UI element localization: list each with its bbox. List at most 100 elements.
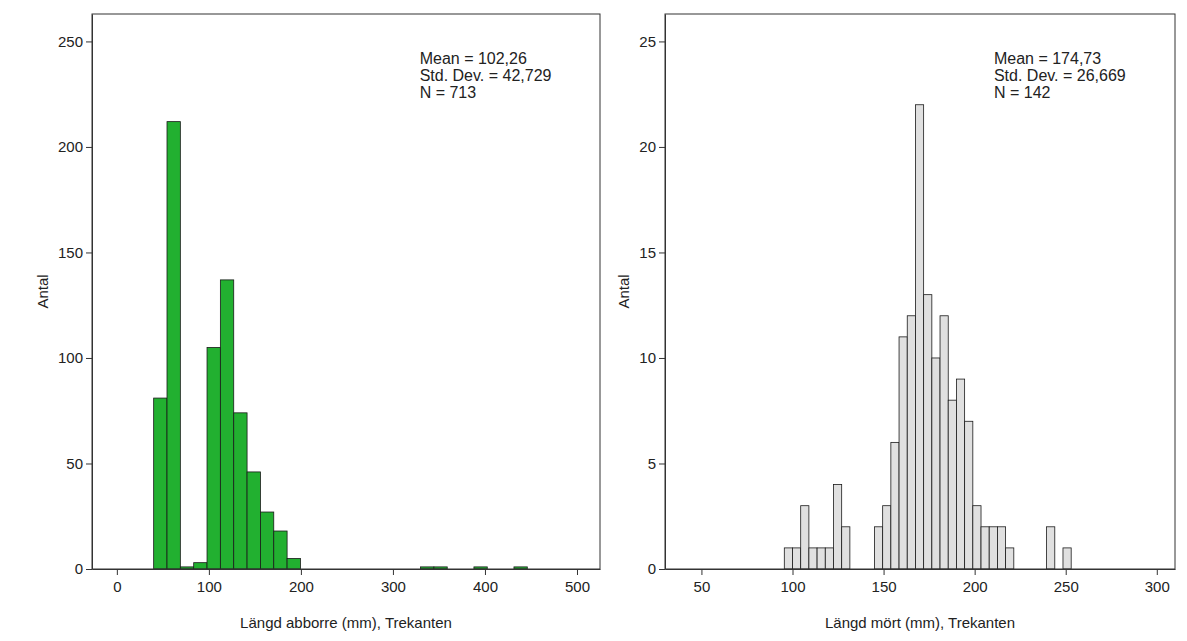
annotation: N = 142 [994,84,1051,101]
x-tick-label: 50 [694,578,711,595]
y-tick-mark [86,147,92,148]
histogram-bar [981,527,989,569]
histogram-bar [817,548,825,569]
plot-frame [665,14,1175,569]
x-tick: 150 [872,569,897,595]
histogram-bar [825,548,833,569]
x-tick: 200 [289,569,314,595]
y-tick-mark [86,569,92,570]
annotation: Std. Dev. = 42,729 [420,67,552,84]
y-tick-label: 5 [648,455,656,472]
bars [784,105,1071,569]
histogram-bar [1006,548,1014,569]
histogram-bar [899,337,907,569]
histogram-bar [801,506,809,569]
x-tick-mark [975,569,976,575]
y-tick-label: 25 [639,33,656,50]
x-tick: 50 [694,569,711,595]
x-tick-mark [793,569,794,575]
y-tick: 150 [58,244,92,261]
x-tick-label: 100 [780,578,805,595]
y-tick-label: 100 [58,349,83,366]
histogram-bar [1047,527,1055,569]
x-axis: 0100200300400500 [93,569,601,595]
histogram-bar [997,527,1005,569]
y-tick: 20 [639,138,665,155]
x-tick-mark [393,569,394,575]
x-tick: 250 [1054,569,1079,595]
y-axis-title: Antal [615,274,632,308]
histogram-bar [784,548,792,569]
panel: 0100200300400500050100150200250Längd abb… [34,14,601,631]
y-tick-mark [659,358,665,359]
x-tick-mark [884,569,885,575]
x-axis-line [666,569,1176,570]
x-tick: 200 [963,569,988,595]
histogram-bar [154,398,167,569]
x-tick-mark [577,569,578,575]
histogram-bar [932,358,940,569]
y-tick-mark [86,358,92,359]
x-axis: 50 100 150 200 250 300 [666,569,1176,595]
y-tick: 50 [66,455,92,472]
bars [154,122,528,569]
x-tick-label: 300 [381,578,406,595]
histogram-bar [220,280,233,569]
y-tick: 25 [639,33,665,50]
y-tick-mark [659,147,665,148]
x-tick-label: 100 [197,578,222,595]
x-axis-title: Längd mört (mm), Trekanten [825,614,1015,631]
histogram-bar [915,105,923,569]
y-tick: 10 [639,349,665,366]
x-tick-mark [301,569,302,575]
x-tick: 300 [381,569,406,595]
histogram-bar [940,316,948,569]
y-tick-mark [86,41,92,42]
panel: 501001502002503000510152025Längd mört (m… [615,14,1175,631]
histogram-bar [793,548,801,569]
x-tick-label: 0 [113,578,121,595]
y-tick-label: 150 [58,244,83,261]
histogram-bar [247,472,260,569]
x-tick-label: 200 [289,578,314,595]
y-axis-line [92,15,93,570]
x-tick-label: 400 [473,578,498,595]
y-tick-label: 250 [58,33,83,50]
y-tick: 250 [58,33,92,50]
x-tick-label: 250 [1054,578,1079,595]
x-tick-mark [701,569,702,575]
histogram-bar [965,421,973,569]
y-tick-label: 15 [639,244,656,261]
x-tick: 100 [780,569,805,595]
y-axis-line [665,15,666,570]
x-tick-mark [117,569,118,575]
y-tick-mark [659,252,665,253]
y-axis: 0510152025 [639,15,665,578]
y-axis: 0 50 100 150 200 250 [58,15,93,578]
figure: 0100200300400500050100150200250Längd abb… [0,0,1187,641]
histogram-bar [167,122,180,569]
annotation: Mean = 174,73 [994,50,1101,67]
y-tick-label: 200 [58,138,83,155]
y-tick-mark [659,41,665,42]
plot-background [92,14,600,569]
x-tick: 100 [197,569,222,595]
histogram-bar [956,379,964,569]
annotation: Mean = 102,26 [420,50,527,67]
x-tick-label: 150 [872,578,897,595]
x-tick-mark [1157,569,1158,575]
histogram-bar [907,316,915,569]
x-tick: 300 [1145,569,1170,595]
x-tick-mark [209,569,210,575]
x-tick-mark [1066,569,1067,575]
y-tick-mark [86,252,92,253]
histogram-bar [874,527,882,569]
y-tick: 0 [75,560,92,577]
x-axis-title: Längd abborre (mm), Trekanten [240,614,452,631]
histogram-bar [260,512,273,569]
y-tick: 200 [58,138,92,155]
y-tick-mark [659,463,665,464]
histogram-bar [833,485,841,569]
y-axis-title: Antal [34,274,51,308]
histogram-bar [809,548,817,569]
